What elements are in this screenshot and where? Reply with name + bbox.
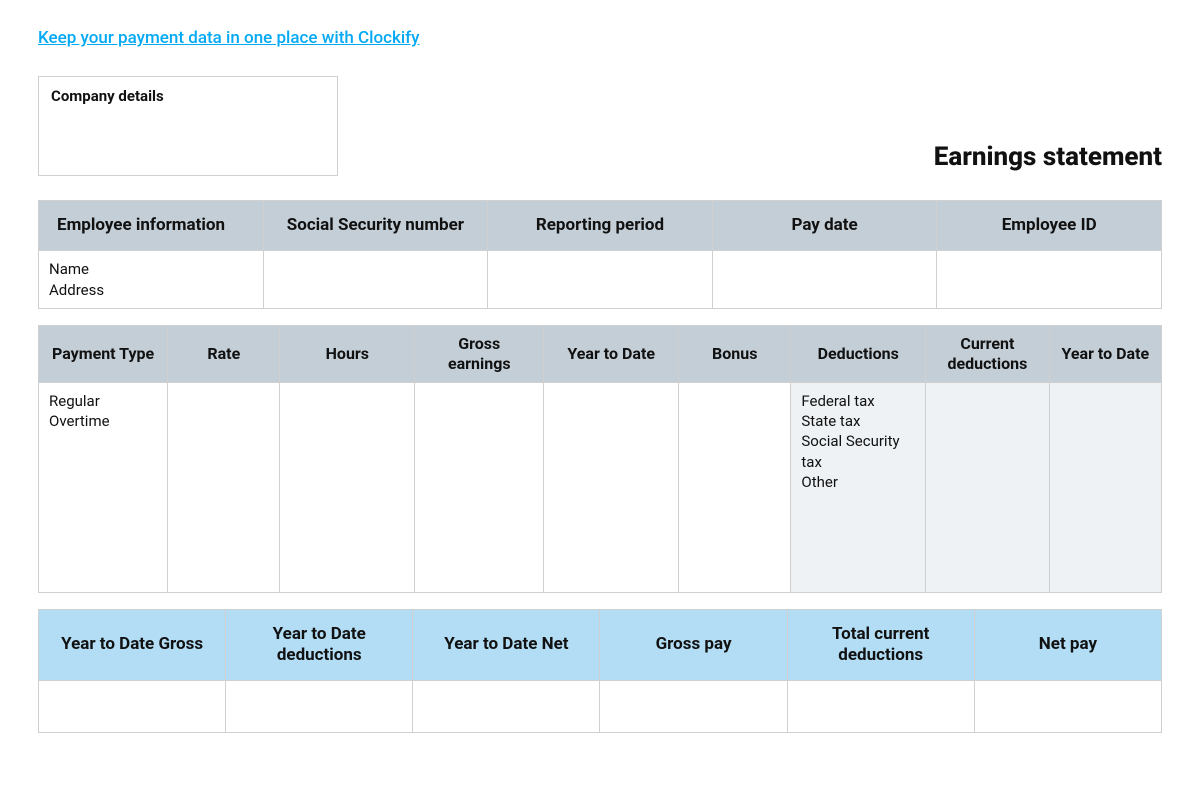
- col-pay-date: Pay date: [712, 201, 937, 251]
- cell-current-deductions: [926, 382, 1050, 592]
- payment-type-overtime: Overtime: [49, 411, 157, 431]
- cell-ytd-deductions: [1049, 382, 1161, 592]
- top-row: Company details Earnings statement: [38, 76, 1162, 176]
- col-bonus: Bonus: [679, 325, 791, 382]
- employee-info-row: Name Address: [39, 251, 1162, 309]
- payment-row: Regular Overtime Federal tax State tax S…: [39, 382, 1162, 592]
- col-payment-type: Payment Type: [39, 325, 168, 382]
- col-total-current-deduct: Total current deductions: [787, 609, 974, 681]
- cell-ytd-net: [413, 681, 600, 733]
- payment-type-cell: Regular Overtime: [39, 382, 168, 592]
- payment-table: Payment Type Rate Hours Gross earnings Y…: [38, 325, 1162, 593]
- col-ytd-deductions: Year to Date: [1049, 325, 1161, 382]
- col-deductions: Deductions: [791, 325, 926, 382]
- col-ytd-net: Year to Date Net: [413, 609, 600, 681]
- employee-address-label: Address: [49, 280, 253, 300]
- col-reporting-period: Reporting period: [488, 201, 713, 251]
- col-ssn: Social Security number: [263, 201, 488, 251]
- deductions-cell: Federal tax State tax Social Security ta…: [791, 382, 926, 592]
- deduction-federal: Federal tax: [801, 391, 915, 411]
- col-gross-earnings: Gross earnings: [415, 325, 544, 382]
- cell-hours: [280, 382, 415, 592]
- cell-total-current-deduct: [787, 681, 974, 733]
- deduction-other: Other: [801, 472, 915, 492]
- col-ytd-gross: Year to Date Gross: [39, 609, 226, 681]
- col-hours: Hours: [280, 325, 415, 382]
- cell-bonus: [679, 382, 791, 592]
- cell-pay-date: [712, 251, 937, 309]
- col-ytd-earnings: Year to Date: [544, 325, 679, 382]
- deduction-ss: Social Security tax: [801, 431, 915, 472]
- cell-reporting-period: [488, 251, 713, 309]
- payment-type-regular: Regular: [49, 391, 157, 411]
- deduction-state: State tax: [801, 411, 915, 431]
- col-current-deductions: Current deductions: [926, 325, 1050, 382]
- summary-row: [39, 681, 1162, 733]
- cell-gross-pay: [600, 681, 787, 733]
- col-net-pay: Net pay: [974, 609, 1161, 681]
- employee-name-address: Name Address: [39, 251, 264, 309]
- company-details-box: Company details: [38, 76, 338, 176]
- employee-info-table: Employee information Social Security num…: [38, 200, 1162, 309]
- cell-ytd-deduct: [226, 681, 413, 733]
- col-rate: Rate: [168, 325, 280, 382]
- col-employee-id: Employee ID: [937, 201, 1162, 251]
- cell-ssn: [263, 251, 488, 309]
- cell-employee-id: [937, 251, 1162, 309]
- cell-ytd-gross: [39, 681, 226, 733]
- page-title: Earnings statement: [934, 142, 1162, 172]
- col-gross-pay: Gross pay: [600, 609, 787, 681]
- cell-rate: [168, 382, 280, 592]
- col-ytd-deduct: Year to Date deductions: [226, 609, 413, 681]
- employee-name-label: Name: [49, 259, 253, 279]
- cell-net-pay: [974, 681, 1161, 733]
- cell-gross-earnings: [415, 382, 544, 592]
- col-employee-info: Employee information: [39, 201, 264, 251]
- summary-table: Year to Date Gross Year to Date deductio…: [38, 609, 1162, 734]
- promo-link[interactable]: Keep your payment data in one place with…: [38, 28, 420, 48]
- cell-ytd-earnings: [544, 382, 679, 592]
